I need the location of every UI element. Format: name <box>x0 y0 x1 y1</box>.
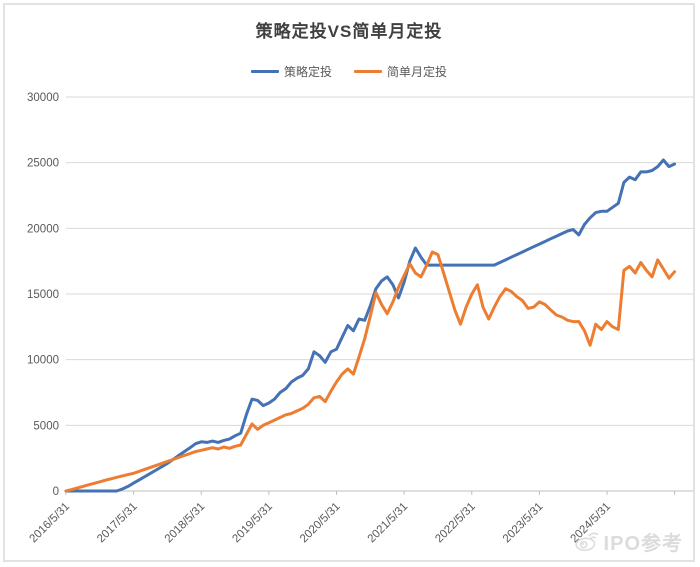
x-axis-tick-label: 2022/5/31 <box>433 501 478 546</box>
legend-line-swatch-orange <box>354 70 382 73</box>
legend-item-strategy: 策略定投 <box>250 63 332 80</box>
x-axis-tick-label: 2019/5/31 <box>230 501 275 546</box>
x-axis-tick-label: 2016/5/31 <box>27 501 72 546</box>
chart-title: 策略定投VS简单月定投 <box>255 22 443 41</box>
watermark: IPO参考 <box>573 527 683 556</box>
series-line-0 <box>64 158 677 493</box>
legend-label: 策略定投 <box>283 65 332 79</box>
chart-svg: 0 5000 10000 15000 20000 25000 30000 2016/5/31… <box>27 92 693 546</box>
y-axis-tick-label: 10000 <box>27 355 59 367</box>
legend-item-simple: 简单月定投 <box>354 63 447 80</box>
gridlines-group <box>66 96 693 492</box>
chart-legend: 策略定投 简单月定投 <box>5 63 693 80</box>
y-axis-tick-label: 25000 <box>27 158 59 170</box>
x-axis-tick-label: 2017/5/31 <box>95 501 140 546</box>
y-axis-tick-label: 20000 <box>27 223 59 235</box>
legend-label: 简单月定投 <box>387 65 448 79</box>
weibo-icon <box>574 532 598 552</box>
series-line-1 <box>64 250 677 493</box>
legend-line-swatch-blue <box>250 70 279 73</box>
y-axis-tick-label: 0 <box>53 486 59 498</box>
y-axis-tick-label: 15000 <box>27 289 59 301</box>
x-axis-tick-label: 2023/5/31 <box>501 501 546 546</box>
y-axis-tick-label: 30000 <box>27 92 59 104</box>
y-axis-tick-label: 5000 <box>33 420 59 432</box>
chart-card: 策略定投VS简单月定投 策略定投 简单月定投 0 5000 10000 15000 20… <box>3 3 695 562</box>
x-axis-tick-label: 2020/5/31 <box>298 501 343 546</box>
watermark-text: IPO参考 <box>603 533 683 555</box>
x-axis-tick-label: 2021/5/31 <box>366 501 411 546</box>
series-lines-group <box>64 158 677 493</box>
x-axis-tick-label: 2018/5/31 <box>163 501 208 546</box>
y-axis-labels-group: 0 5000 10000 15000 20000 25000 30000 <box>27 92 59 498</box>
